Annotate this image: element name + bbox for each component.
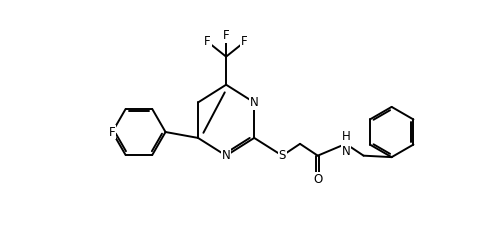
Text: F: F [204, 35, 211, 48]
Text: F: F [241, 35, 248, 48]
Text: F: F [223, 30, 230, 42]
Text: N: N [222, 149, 231, 162]
Text: S: S [279, 149, 286, 162]
Text: H
N: H N [341, 130, 350, 158]
Text: F: F [109, 125, 116, 139]
Text: O: O [313, 173, 322, 186]
Text: N: N [250, 96, 258, 109]
